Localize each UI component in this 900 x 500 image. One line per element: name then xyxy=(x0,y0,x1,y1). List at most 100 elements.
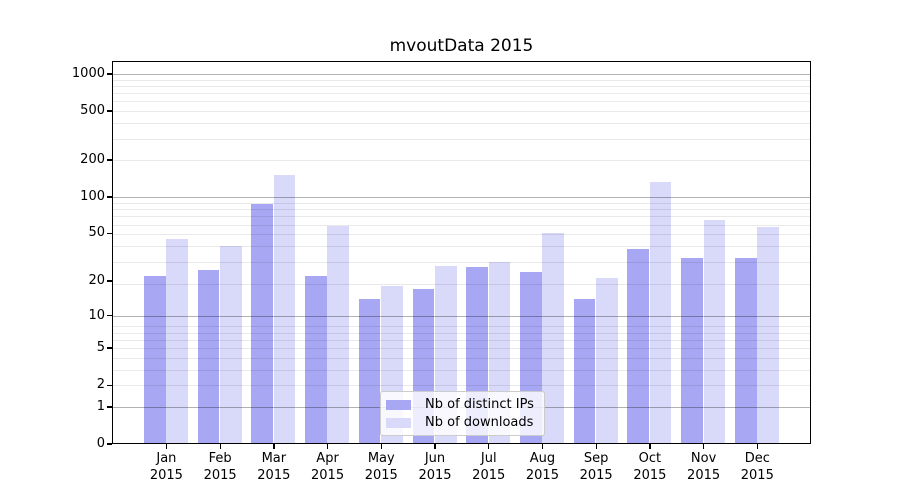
x-tick-year: 2015 xyxy=(740,468,774,483)
y-tick-label: 20 xyxy=(88,272,105,288)
y-tick-mark xyxy=(107,347,112,349)
x-tick-label-dec: Dec 2015 xyxy=(726,450,788,484)
y-tick-label: 1000 xyxy=(71,66,105,81)
y-tick-label: 10 xyxy=(88,307,105,323)
legend-item-distinct-ips: Nb of distinct IPs xyxy=(386,397,534,412)
legend-swatch-distinct-ips xyxy=(386,399,411,410)
minor-gridline xyxy=(112,101,811,103)
x-tick-mark xyxy=(434,444,436,449)
y-tick-mark xyxy=(107,443,112,445)
minor-gridline xyxy=(112,79,811,81)
x-tick-mark xyxy=(703,444,705,449)
x-tick-month: Feb xyxy=(208,451,232,466)
x-tick-label-feb: Feb 2015 xyxy=(189,450,251,484)
x-tick-year: 2015 xyxy=(364,468,398,483)
x-tick-month: Oct xyxy=(638,451,662,466)
bar-downloads-mar xyxy=(273,175,296,444)
bar-downloads-jan xyxy=(166,238,188,444)
y-tick-mark xyxy=(107,314,112,317)
x-tick-label-nov: Nov 2015 xyxy=(673,450,735,484)
bar-distinct-ips-sep xyxy=(573,298,596,444)
minor-gridline xyxy=(112,111,811,113)
x-tick-month: Dec xyxy=(744,451,770,466)
y-tick-label: 5 xyxy=(96,340,105,356)
y-tick-label: 50 xyxy=(88,225,105,241)
x-tick-month: Jun xyxy=(424,451,446,466)
bar-downloads-sep xyxy=(596,278,618,444)
x-tick-month: Jan xyxy=(156,451,177,466)
chart-title: mvoutData 2015 xyxy=(389,36,534,56)
minor-gridline xyxy=(112,216,811,218)
bar-distinct-ips-dec xyxy=(734,258,757,444)
bar-downloads-dec xyxy=(757,226,779,444)
x-tick-month: Aug xyxy=(529,451,556,466)
x-tick-mark xyxy=(219,444,221,449)
x-tick-label-jun: Jun 2015 xyxy=(404,450,466,484)
x-tick-year: 2015 xyxy=(311,468,345,483)
y-tick-label: 1 xyxy=(96,398,105,414)
x-tick-mark xyxy=(273,444,275,449)
x-tick-mark xyxy=(756,444,759,449)
minor-gridline xyxy=(112,93,811,95)
minor-gridline xyxy=(112,160,811,162)
y-tick-label: 0 xyxy=(96,436,105,451)
bar-distinct-ips-feb xyxy=(197,269,220,444)
x-tick-mark xyxy=(488,444,490,449)
bar-downloads-aug xyxy=(542,233,565,444)
y-tick-mark xyxy=(107,232,112,235)
x-tick-year: 2015 xyxy=(149,468,183,483)
major-gridline xyxy=(112,196,811,199)
y-tick-mark xyxy=(107,384,112,386)
x-tick-mark xyxy=(380,444,382,449)
y-tick-label: 100 xyxy=(80,188,105,204)
major-gridline xyxy=(112,74,811,76)
y-tick-mark xyxy=(107,159,112,161)
bar-downloads-apr xyxy=(327,225,350,444)
x-tick-year: 2015 xyxy=(472,468,506,483)
y-tick-label: 2 xyxy=(96,377,105,393)
bar-distinct-ips-nov xyxy=(681,258,703,444)
legend-label-downloads: Nb of downloads xyxy=(425,415,534,430)
x-tick-label-oct: Oct 2015 xyxy=(619,450,681,484)
x-tick-month: Nov xyxy=(690,451,717,466)
x-tick-year: 2015 xyxy=(525,468,559,483)
x-tick-month: Sep xyxy=(583,451,609,466)
y-tick-mark xyxy=(107,280,112,282)
bar-downloads-oct xyxy=(649,182,672,444)
bar-downloads-feb xyxy=(220,246,242,444)
x-tick-month: Apr xyxy=(316,451,339,466)
y-tick-label: 500 xyxy=(80,103,105,119)
x-tick-label-may: May 2015 xyxy=(350,450,412,484)
x-tick-mark xyxy=(541,444,544,449)
x-tick-month: May xyxy=(367,451,395,466)
x-tick-mark xyxy=(165,444,168,449)
legend: Nb of distinct IPs Nb of downloads xyxy=(380,391,545,436)
minor-gridline xyxy=(112,123,811,125)
x-tick-mark xyxy=(649,444,651,449)
x-tick-mark xyxy=(595,444,597,449)
x-tick-month: Jul xyxy=(480,451,497,466)
bar-distinct-ips-oct xyxy=(627,249,650,444)
y-tick-mark xyxy=(107,406,112,408)
bar-distinct-ips-jan xyxy=(143,276,166,444)
x-tick-label-jul: Jul 2015 xyxy=(458,450,520,484)
x-tick-year: 2015 xyxy=(418,468,452,483)
x-tick-label-aug: Aug 2015 xyxy=(511,450,573,484)
y-tick-mark xyxy=(107,73,112,75)
minor-gridline xyxy=(112,203,811,204)
bar-distinct-ips-apr xyxy=(305,276,327,444)
x-tick-year: 2015 xyxy=(579,468,613,483)
x-tick-year: 2015 xyxy=(633,468,667,483)
x-tick-label-jan: Jan 2015 xyxy=(135,450,197,484)
x-tick-month: Mar xyxy=(261,451,287,466)
bar-downloads-nov xyxy=(703,220,726,444)
minor-gridline xyxy=(112,86,811,87)
x-tick-mark xyxy=(326,444,329,449)
legend-label-distinct-ips: Nb of distinct IPs xyxy=(425,397,534,412)
y-tick-mark xyxy=(107,196,112,198)
x-tick-year: 2015 xyxy=(203,468,237,483)
x-tick-label-mar: Mar 2015 xyxy=(243,450,305,484)
plot-area xyxy=(112,61,811,444)
y-tick-label: 200 xyxy=(80,151,105,167)
